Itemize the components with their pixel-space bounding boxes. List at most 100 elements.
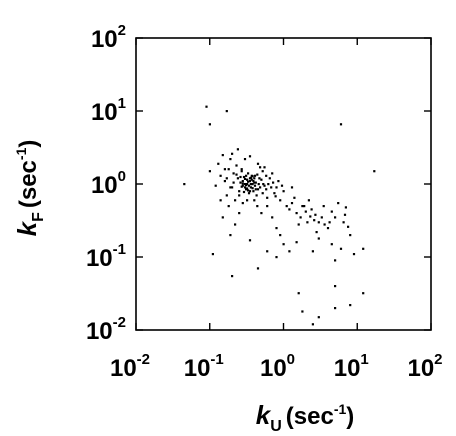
data-point — [263, 166, 266, 169]
data-point — [330, 210, 333, 213]
x-axis-label-subscript: U — [270, 418, 282, 435]
data-point — [208, 123, 211, 126]
data-point — [183, 183, 186, 186]
y-tick-label-exponent: -1 — [113, 241, 126, 258]
data-point — [297, 292, 300, 295]
data-point — [277, 180, 280, 183]
data-points-group — [183, 105, 376, 326]
data-point — [349, 304, 352, 307]
x-tick-label-base: 10 — [407, 355, 434, 382]
data-point — [299, 216, 302, 219]
data-point — [240, 168, 243, 171]
data-point — [260, 212, 263, 215]
data-point — [235, 164, 238, 167]
data-point — [256, 267, 260, 270]
data-point — [317, 316, 320, 319]
data-point — [279, 234, 282, 237]
data-point — [266, 250, 269, 253]
data-point — [323, 223, 326, 226]
data-point — [295, 241, 298, 244]
data-point — [241, 182, 244, 185]
data-point — [254, 181, 257, 184]
data-point — [238, 194, 241, 197]
data-point — [265, 174, 268, 177]
data-point — [254, 188, 257, 191]
data-point — [208, 170, 211, 173]
data-point — [258, 177, 261, 180]
data-point — [373, 170, 376, 173]
data-point — [334, 259, 337, 262]
x-axis-label-unit-exponent: -1 — [334, 401, 347, 417]
data-point — [242, 175, 246, 179]
data-point — [243, 158, 247, 161]
data-point — [266, 205, 269, 208]
data-point — [251, 183, 254, 186]
x-tick-label-base: 10 — [110, 355, 137, 382]
data-point — [229, 186, 232, 189]
data-point — [247, 184, 251, 187]
data-point — [241, 180, 244, 183]
data-point — [247, 192, 251, 195]
data-point — [249, 183, 252, 186]
x-tick-label-exponent: -2 — [137, 351, 150, 368]
data-point — [236, 177, 239, 180]
data-point — [251, 175, 254, 178]
data-point — [253, 177, 256, 180]
data-point — [246, 178, 249, 181]
data-point — [235, 173, 238, 176]
data-point — [334, 285, 337, 288]
data-point — [352, 253, 356, 256]
data-point — [252, 180, 255, 183]
data-point — [282, 190, 285, 193]
data-point — [239, 175, 242, 179]
data-point — [256, 173, 259, 176]
data-point — [280, 184, 284, 187]
data-point — [253, 174, 257, 177]
data-point — [241, 202, 244, 205]
data-point — [231, 152, 234, 155]
data-point — [214, 184, 217, 187]
data-point — [259, 186, 262, 189]
data-point — [229, 158, 232, 161]
data-point — [272, 181, 275, 184]
data-point — [263, 184, 266, 187]
x-axis-label-unit: (sec — [286, 403, 334, 430]
data-point — [347, 225, 350, 228]
x-tick-label-exponent: 2 — [434, 351, 442, 368]
y-tick-label: 101 — [91, 95, 126, 126]
data-point — [219, 174, 222, 177]
x-tick-label: 10-1 — [184, 351, 224, 382]
data-point — [268, 177, 271, 180]
data-point — [362, 247, 365, 250]
data-point — [288, 208, 291, 211]
data-point — [290, 202, 294, 205]
data-point — [275, 186, 278, 189]
data-point — [337, 202, 340, 205]
data-point — [248, 239, 252, 242]
data-point — [217, 162, 220, 165]
data-point — [328, 221, 331, 224]
data-point — [247, 189, 250, 192]
data-point — [344, 206, 347, 209]
x-tick-label: 100 — [260, 351, 295, 382]
data-point — [275, 256, 278, 259]
data-point — [243, 186, 247, 189]
data-point — [297, 223, 300, 226]
y-tick-label-exponent: 1 — [118, 95, 126, 112]
y-axis-label: kF (sec-1) — [12, 140, 47, 237]
data-point — [236, 148, 239, 151]
y-axis-label-subscript: F — [30, 212, 47, 222]
y-tick-label-base: 10 — [91, 99, 118, 126]
data-point — [262, 183, 265, 186]
data-point — [261, 192, 264, 195]
data-point — [221, 216, 224, 219]
data-point — [315, 231, 318, 234]
data-point — [234, 223, 237, 226]
data-point — [247, 172, 250, 175]
data-point — [306, 221, 309, 224]
data-point — [250, 178, 253, 181]
data-point — [349, 234, 352, 237]
x-axis-ticks: 10-2 10-1 100 101 102 — [110, 38, 443, 382]
